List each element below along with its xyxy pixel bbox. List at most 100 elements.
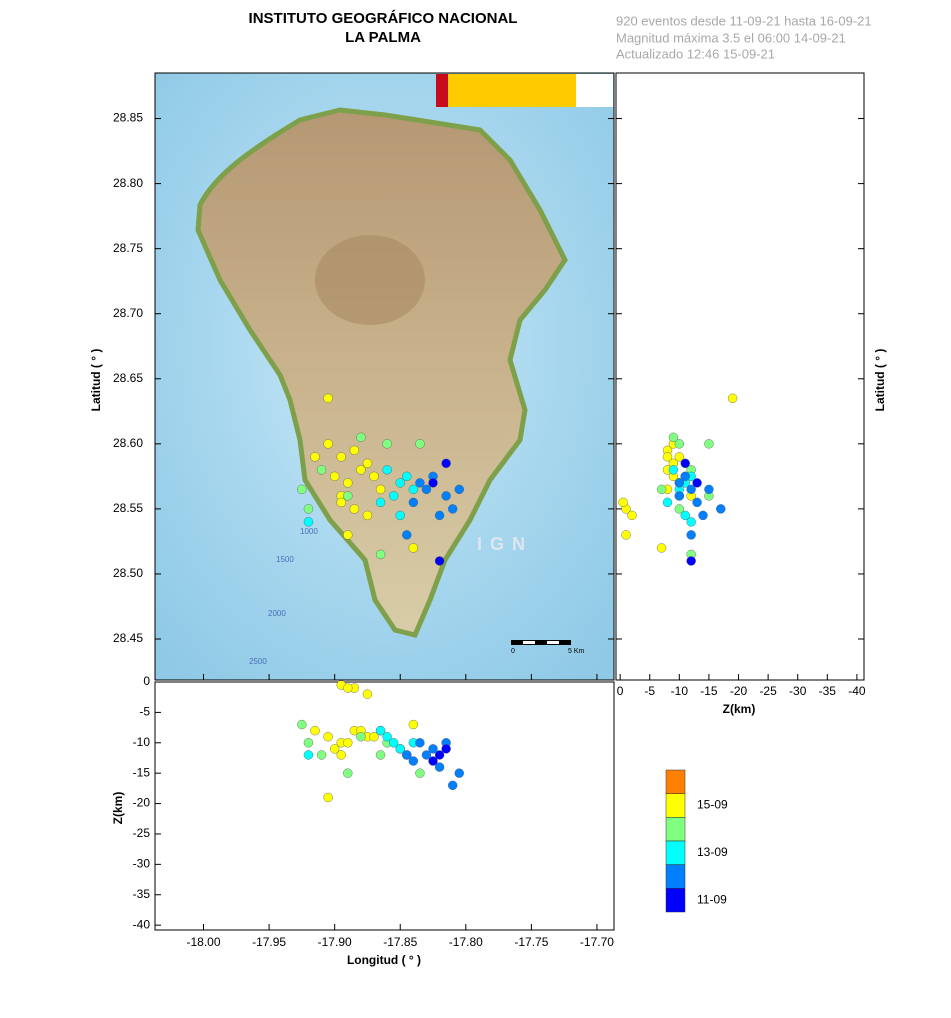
event-map bbox=[303, 517, 314, 527]
event-map bbox=[441, 458, 451, 469]
event-depth bbox=[402, 750, 412, 760]
event-side bbox=[686, 484, 696, 495]
event-depth bbox=[408, 756, 419, 766]
event-depth bbox=[428, 744, 438, 754]
y-tick-label: 28.75 bbox=[113, 241, 143, 255]
x-tick-label: -18.00 bbox=[187, 935, 221, 949]
event-depth bbox=[369, 732, 379, 742]
y-tick-label: 28.85 bbox=[113, 111, 143, 125]
event-side bbox=[662, 497, 673, 508]
event-depth bbox=[343, 738, 353, 748]
event-depth bbox=[316, 750, 327, 760]
side-frame bbox=[615, 72, 865, 681]
z-tick-label: -15 bbox=[700, 684, 718, 698]
z-tick-label: 0 bbox=[617, 684, 624, 698]
z-tick-label: -25 bbox=[133, 826, 151, 840]
event-map bbox=[447, 504, 458, 514]
y-tick-label: 28.65 bbox=[113, 371, 143, 385]
y-axis-label-side: Latitud ( ° ) bbox=[873, 349, 887, 412]
scale-label: 0 bbox=[511, 648, 515, 655]
event-map bbox=[375, 484, 386, 495]
event-map bbox=[362, 510, 373, 521]
event-map bbox=[382, 439, 392, 449]
z-axis-label-side: Z(km) bbox=[723, 702, 756, 716]
event-map bbox=[323, 393, 333, 403]
event-depth bbox=[303, 750, 314, 760]
event-depth bbox=[323, 732, 333, 742]
event-depth bbox=[395, 744, 405, 754]
event-side bbox=[680, 458, 690, 469]
event-map bbox=[395, 510, 405, 521]
x-tick-label: -17.75 bbox=[514, 935, 548, 949]
event-map bbox=[408, 543, 419, 553]
contour-label: 1500 bbox=[276, 555, 294, 564]
x-tick-label: -17.70 bbox=[580, 935, 614, 949]
info-line: Actualizado 12:46 15-09-21 bbox=[616, 46, 775, 61]
event-depth bbox=[441, 744, 451, 754]
event-depth bbox=[428, 756, 438, 766]
event-depth bbox=[421, 750, 432, 760]
event-side bbox=[674, 439, 685, 449]
event-map bbox=[362, 458, 373, 469]
event-map bbox=[349, 504, 360, 514]
event-map bbox=[369, 471, 379, 482]
contour-label: 2500 bbox=[249, 657, 267, 666]
event-map bbox=[382, 465, 392, 475]
event-depth bbox=[415, 738, 425, 748]
event-side bbox=[668, 465, 679, 475]
z-tick-label: -15 bbox=[133, 765, 151, 779]
x-tick-label: -17.80 bbox=[449, 935, 483, 949]
event-side bbox=[692, 497, 702, 508]
event-map bbox=[343, 491, 353, 501]
x-tick-label: -17.90 bbox=[318, 935, 352, 949]
island bbox=[195, 107, 568, 638]
event-map bbox=[441, 491, 451, 501]
event-side bbox=[692, 478, 702, 488]
scale-bar bbox=[511, 640, 571, 645]
event-side bbox=[674, 504, 685, 514]
event-side bbox=[656, 484, 667, 495]
event-side bbox=[618, 497, 628, 508]
colorbar-segment bbox=[665, 864, 686, 889]
event-map bbox=[323, 439, 333, 449]
event-depth bbox=[447, 780, 458, 791]
contour-label: 1000 bbox=[300, 527, 318, 536]
event-map bbox=[428, 478, 438, 488]
z-tick-label: -20 bbox=[730, 684, 748, 698]
scale-label: 5 Km bbox=[568, 648, 585, 655]
event-map bbox=[421, 484, 432, 495]
z-tick-label: 0 bbox=[143, 674, 150, 688]
event-map bbox=[343, 530, 353, 540]
z-tick-label: -35 bbox=[133, 887, 151, 901]
event-side bbox=[674, 491, 685, 501]
colorbar-segment bbox=[665, 793, 686, 818]
event-side bbox=[686, 556, 696, 566]
event-depth bbox=[343, 768, 353, 778]
logo-flag bbox=[436, 74, 448, 107]
title: INSTITUTO GEOGRÁFICO NACIONAL bbox=[249, 10, 518, 27]
z-tick-label: -35 bbox=[819, 684, 837, 698]
z-tick-label: -25 bbox=[759, 684, 777, 698]
colorbar-segment bbox=[665, 840, 686, 865]
event-map bbox=[349, 445, 360, 456]
y-tick-label: 28.50 bbox=[113, 566, 143, 580]
event-depth bbox=[329, 744, 340, 754]
event-map bbox=[408, 497, 419, 508]
z-tick-label: -40 bbox=[848, 684, 866, 698]
event-map bbox=[343, 478, 353, 488]
event-map bbox=[303, 504, 314, 514]
event-depth bbox=[388, 738, 399, 748]
contour-label: 2000 bbox=[268, 609, 286, 618]
colorbar-label: 11-09 bbox=[697, 892, 727, 906]
event-map bbox=[395, 478, 405, 488]
event-map bbox=[356, 465, 366, 475]
event-map bbox=[316, 465, 327, 475]
event-depth bbox=[434, 762, 445, 772]
event-side bbox=[704, 484, 714, 495]
event-depth bbox=[375, 725, 386, 736]
x-tick-label: -17.95 bbox=[252, 935, 286, 949]
scale-bar bbox=[547, 641, 559, 644]
event-side bbox=[686, 530, 696, 540]
logo bbox=[576, 74, 613, 107]
